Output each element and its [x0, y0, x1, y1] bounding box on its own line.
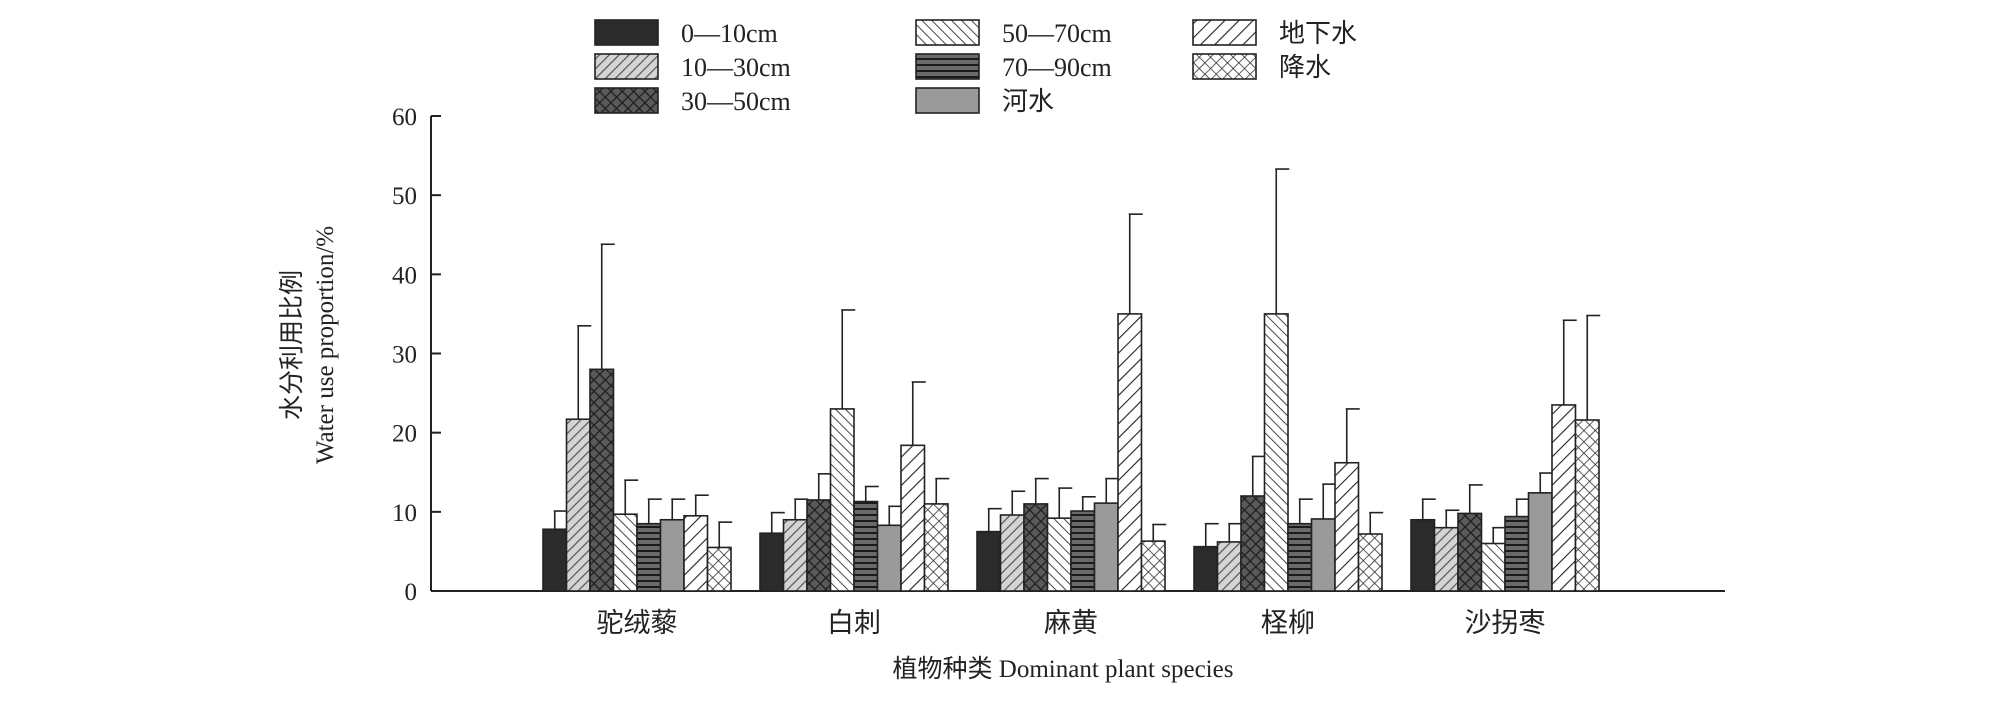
bar — [1117, 313, 1143, 592]
legend-label: 70—90cm — [1002, 53, 1112, 82]
bar — [999, 514, 1025, 592]
bar — [565, 418, 591, 592]
bar — [1527, 492, 1553, 592]
bar — [1070, 510, 1096, 592]
bar — [1193, 545, 1219, 592]
bar — [1334, 461, 1360, 592]
bar — [1410, 518, 1436, 592]
legend-label: 地下水 — [1279, 19, 1357, 48]
bar — [976, 530, 1002, 592]
legend-label: 降水 — [1279, 53, 1331, 82]
legend: 0—10cm 10—30cm 30—50cm 50—70cm 70—90cm 河水 地下水降… — [594, 19, 1357, 116]
legend-swatch — [1192, 19, 1257, 46]
x-tick-label: 沙拐枣 — [1465, 608, 1546, 638]
legend-swatch — [594, 53, 659, 80]
legend-swatch — [915, 19, 980, 46]
y-tick-label: 60 — [392, 104, 417, 131]
y-tick-label: 20 — [392, 421, 417, 448]
y-axis-label-cn: 水分利用比例 — [278, 270, 306, 420]
bar — [759, 532, 785, 592]
bar — [1140, 540, 1166, 592]
x-tick-label: 柽柳 — [1261, 608, 1315, 638]
legend-swatch — [594, 19, 659, 46]
bar — [900, 444, 926, 592]
bar — [1287, 522, 1313, 592]
bar — [1263, 313, 1289, 592]
bar — [1504, 515, 1530, 592]
y-tick-label: 0 — [405, 579, 418, 606]
y-tick-label: 40 — [392, 262, 417, 289]
legend-swatch — [915, 87, 980, 114]
legend-swatch — [594, 87, 659, 114]
bar — [806, 499, 832, 592]
y-tick-label: 10 — [392, 500, 417, 527]
bar — [876, 524, 902, 592]
bar — [612, 513, 638, 592]
bar — [589, 368, 615, 592]
legend-label: 30—50cm — [681, 87, 791, 116]
bars: 驼绒藜 白刺 麻黄 柽柳 沙拐枣 — [542, 168, 1601, 638]
bar — [1093, 502, 1119, 592]
legend-label: 50—70cm — [1002, 19, 1112, 48]
bar — [923, 503, 949, 592]
bar — [1357, 533, 1383, 592]
bar — [636, 522, 662, 592]
bar — [1216, 541, 1242, 592]
bar — [1574, 419, 1600, 592]
bar — [1310, 518, 1336, 592]
bar — [1240, 495, 1266, 592]
bar — [782, 518, 808, 592]
legend-swatch — [915, 53, 980, 80]
bar — [1433, 526, 1459, 592]
x-axis-label: 植物种类 Dominant plant species — [893, 655, 1234, 683]
x-tick-label: 白刺 — [827, 608, 881, 638]
x-tick-label: 驼绒藜 — [597, 608, 678, 638]
bar — [829, 408, 855, 592]
bar — [1023, 503, 1049, 592]
legend-label: 河水 — [1002, 87, 1054, 116]
y-tick-label: 30 — [392, 342, 417, 369]
bar — [706, 546, 732, 592]
legend-label: 0—10cm — [681, 19, 778, 48]
bar — [853, 500, 879, 592]
bar — [1551, 404, 1577, 592]
y-axis-label-en: Water use proportion/% — [312, 226, 339, 464]
bar — [1457, 512, 1483, 592]
bar — [1046, 517, 1072, 592]
x-tick-label: 麻黄 — [1044, 608, 1098, 638]
legend-label: 10—30cm — [681, 53, 791, 82]
y-tick-label: 50 — [392, 183, 417, 210]
legend-swatch — [1192, 53, 1257, 80]
bar — [1480, 542, 1506, 592]
bar — [659, 518, 685, 592]
bar — [683, 514, 709, 592]
bar — [542, 528, 568, 592]
